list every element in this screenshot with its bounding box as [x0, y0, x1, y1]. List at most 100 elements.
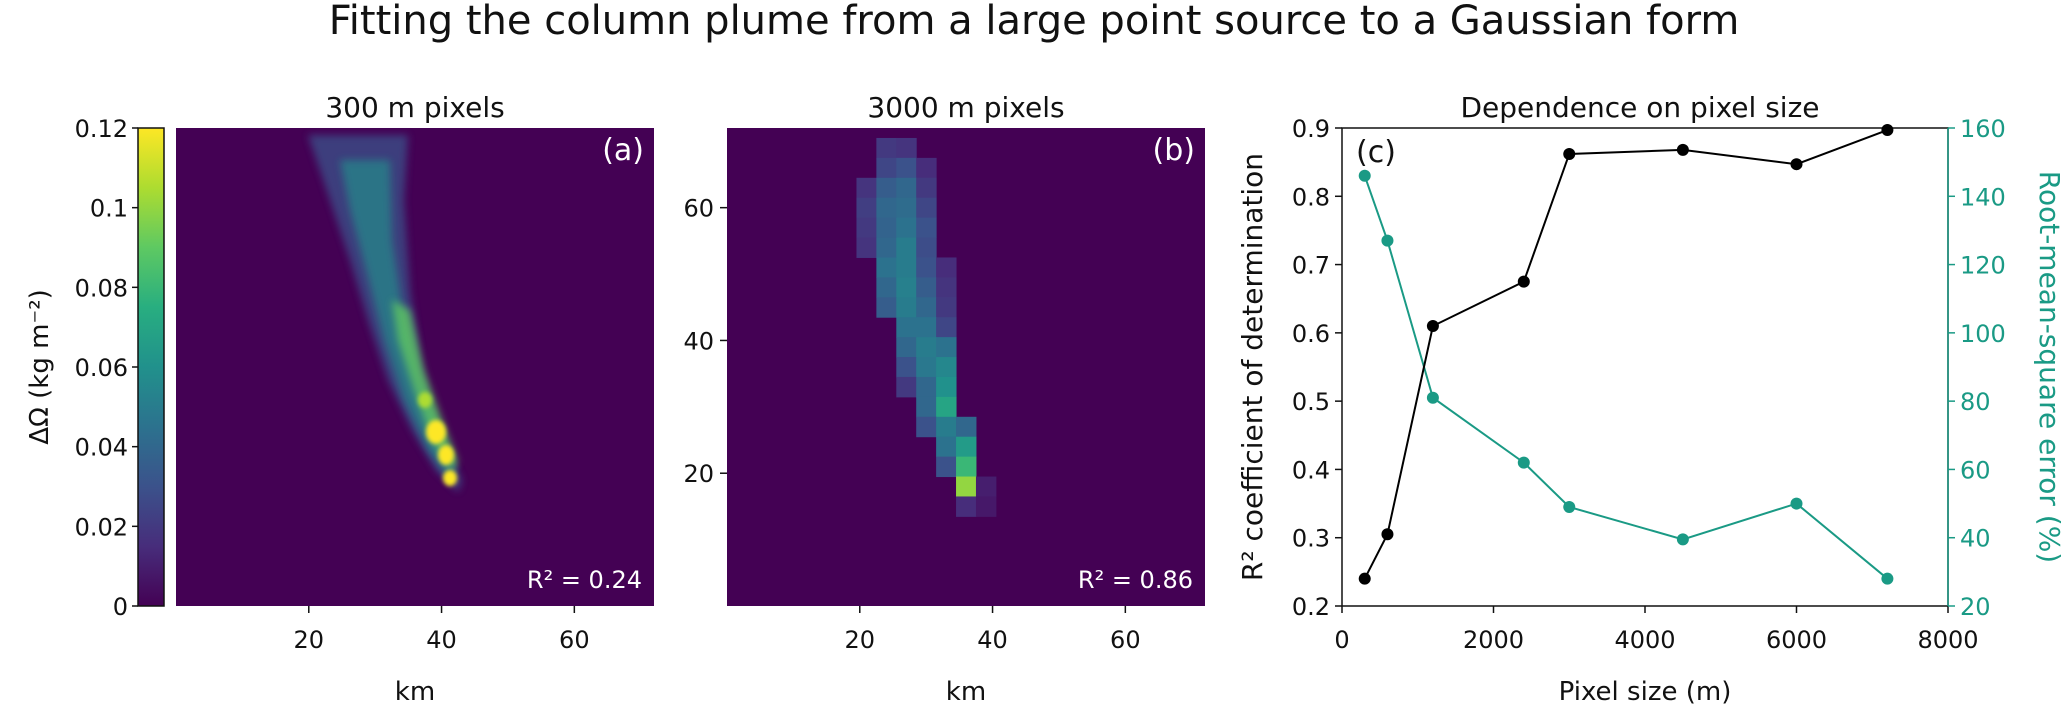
heatmap-cell: [916, 257, 937, 278]
heatmap-cell: [916, 416, 937, 438]
panel-b-xlabel: km: [946, 677, 986, 707]
rmse-series-line: [1363, 175, 1889, 580]
colorbar-ticks: 0 0.02 0.04 0.06 0.08 0.1 0.12: [75, 115, 138, 621]
heatmap-cell: [916, 237, 937, 258]
heatmap-cell: [916, 337, 937, 358]
heatmap-cell: [896, 237, 917, 258]
heatmap-cell: [896, 137, 917, 159]
panel-b-xtick-label: 20: [845, 626, 876, 654]
panel-b-xticks: 20 40 60: [845, 606, 1141, 654]
heatmap-cell: [876, 257, 897, 278]
panel-a-r2: R² = 0.24: [527, 566, 642, 594]
heatmap-cell: [916, 297, 937, 318]
panel-c-right-ytick-label: 60: [1960, 456, 1991, 484]
heatmap-cell: [936, 396, 957, 418]
heatmap-cell: [896, 277, 917, 298]
heatmap-cell: [876, 197, 897, 219]
heatmap-cell: [876, 177, 897, 199]
r2-series-point: [1426, 320, 1439, 333]
rmse-series-point: [1358, 169, 1371, 182]
panel-b-cells: [856, 137, 997, 517]
heatmap-cell: [916, 376, 937, 398]
heatmap-cell: [975, 496, 997, 517]
rmse-series-point: [1426, 391, 1439, 404]
panel-c-xtick-label: 8000: [1917, 626, 1978, 654]
heatmap-cell: [916, 357, 937, 378]
plume-core-2: [438, 445, 454, 465]
colorbar: 0 0.02 0.04 0.06 0.08 0.1 0.12 ΔΩ (kg m⁻²): [25, 115, 165, 621]
colorbar-tick-label: 0.12: [75, 115, 128, 143]
plume-core-1: [426, 420, 446, 444]
panel-c-left-ytick-label: 0.5: [1292, 388, 1330, 416]
panel-a-xticks: 20 40 60: [294, 606, 590, 654]
colorbar-tick-label: 0: [113, 593, 128, 621]
heatmap-cell: [856, 237, 877, 258]
panel-a-xtick-label: 60: [559, 626, 590, 654]
panel-a-title: 300 m pixels: [325, 91, 504, 124]
colorbar-gradient: [137, 127, 165, 607]
panel-c-left-ytick-label: 0.3: [1292, 525, 1330, 553]
panel-b-yticks: 20 40 60: [683, 195, 727, 488]
heatmap-cell: [956, 416, 977, 438]
heatmap-cell: [916, 317, 937, 338]
r2-series-line: [1363, 129, 1888, 580]
heatmap-cell: [936, 416, 957, 438]
panel-c-frame: [1341, 127, 1949, 607]
panel-a-plume: [308, 135, 462, 492]
heatmap-cell: [896, 177, 917, 199]
panel-c-right-ylabel: Root-mean-square error (%): [2033, 171, 2066, 563]
panel-b-xtick-label: 40: [977, 626, 1008, 654]
plume-core-4: [418, 392, 432, 408]
heatmap-cell: [876, 297, 897, 318]
panel-c-xtick-label: 0: [1334, 626, 1349, 654]
heatmap-cell: [916, 277, 937, 298]
plume-core-3: [443, 470, 457, 486]
heatmap-cell: [896, 337, 917, 358]
heatmap-cell: [896, 357, 917, 378]
heatmap-cell: [916, 217, 937, 239]
heatmap-cell: [896, 257, 917, 278]
panel-c-left-ylabel: R² coefficient of determination: [1236, 153, 1269, 581]
heatmap-cell: [876, 237, 897, 258]
panel-b-letter: (b): [1153, 133, 1195, 168]
panel-c-right-ytick-label: 20: [1960, 593, 1991, 621]
rmse-series-point: [1381, 234, 1394, 247]
colorbar-tick-label: 0.04: [75, 434, 128, 462]
heatmap-cell: [936, 277, 957, 298]
heatmap-cell: [936, 337, 957, 358]
panel-c-left-ytick-label: 0.6: [1292, 320, 1330, 348]
panel-a-xtick-label: 40: [426, 626, 457, 654]
panel-c-xtick-label: 2000: [1463, 626, 1524, 654]
panel-b: 3000 m pixels (b) R² = 0.86 20 40 60 20 40 6…: [683, 91, 1205, 707]
heatmap-cell: [936, 297, 957, 318]
r2-series-point: [1358, 572, 1371, 585]
heatmap-cell: [936, 317, 957, 338]
panel-c-left-ytick-label: 0.9: [1292, 115, 1330, 143]
heatmap-cell: [956, 456, 977, 478]
heatmap-cell: [916, 177, 937, 199]
panel-c-right-ytick-label: 40: [1960, 525, 1991, 553]
panel-c-xtick-label: 4000: [1614, 626, 1675, 654]
heatmap-cell: [856, 197, 877, 219]
rmse-series-point: [1563, 500, 1576, 513]
heatmap-cell: [896, 297, 917, 318]
panel-b-field: [727, 128, 1205, 606]
heatmap-cell: [936, 357, 957, 378]
panel-c-right-ytick-label: 160: [1960, 115, 2006, 143]
heatmap-cell: [876, 157, 897, 179]
heatmap-cell: [896, 376, 917, 398]
heatmap-cell: [975, 476, 997, 497]
heatmap-cell: [896, 197, 917, 219]
heatmap-cell: [936, 257, 957, 278]
panel-c: Dependence on pixel size (c) 0 2000 4000 60…: [1236, 91, 2066, 707]
colorbar-tick-label: 0.08: [75, 274, 128, 302]
heatmap-cell: [936, 456, 957, 478]
r2-series-point: [1881, 124, 1894, 137]
panel-b-ytick-label: 40: [683, 327, 714, 355]
heatmap-cell: [916, 396, 937, 418]
panel-c-right-ytick-label: 120: [1960, 252, 2006, 280]
rmse-series-point: [1881, 572, 1894, 585]
panel-b-r2: R² = 0.86: [1078, 566, 1193, 594]
r2-series-point: [1563, 147, 1576, 160]
